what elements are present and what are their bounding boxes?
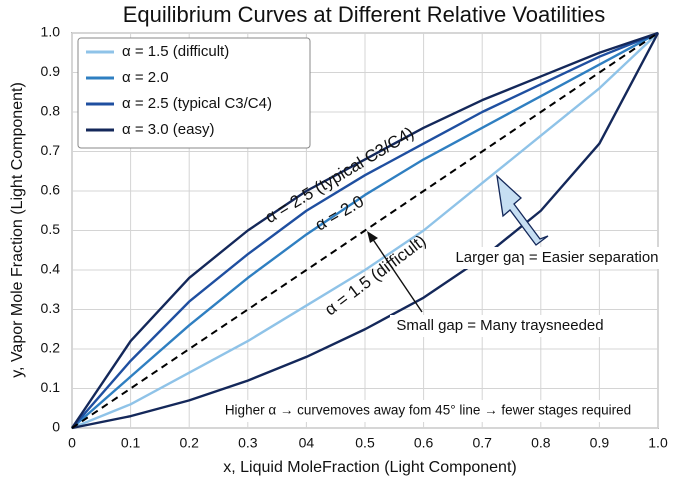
- x-tick-label: 0.8: [531, 435, 551, 451]
- arrow: [371, 237, 423, 313]
- annotation: α = 2.0: [312, 192, 367, 235]
- y-tick-label: 0.6: [41, 182, 61, 198]
- legend-label: α = 2.5 (typical C3/C4): [122, 95, 272, 112]
- x-tick-label: 0.3: [238, 435, 258, 451]
- x-tick-label: 0.1: [121, 435, 141, 451]
- series-line: [71, 31, 659, 429]
- x-tick-label: 0: [68, 435, 76, 451]
- series-line: [71, 32, 659, 430]
- series-line: [71, 31, 659, 429]
- series-line: [71, 32, 659, 429]
- y-tick-label: 0.9: [41, 63, 61, 79]
- legend-label: α = 2.0: [122, 69, 169, 86]
- y-tick-label: 0.7: [41, 142, 61, 158]
- y-tick-label: 0.2: [41, 340, 61, 356]
- y-tick-label: 1.0: [41, 24, 61, 40]
- annotation-bg: [200, 400, 656, 422]
- y-tick-label: 0.8: [41, 103, 61, 119]
- y-tick-label: 0.3: [41, 300, 61, 316]
- annotation: α = 1.5 (difficult): [321, 231, 429, 319]
- series-line: [71, 32, 660, 430]
- legend-label: α = 1.5 (difficult): [122, 43, 229, 60]
- x-tick-label: 0.6: [414, 435, 434, 451]
- annotation-bg: [390, 315, 610, 337]
- y-tick-label: 0.4: [41, 261, 61, 277]
- x-tick-label: 04: [299, 435, 315, 451]
- annotation: Larger gaɿ = Easier separation: [455, 249, 658, 266]
- legend-label: α = 3.0 (easy): [122, 121, 214, 138]
- arrow: [496, 174, 549, 246]
- x-tick-label: 1.0: [648, 435, 668, 451]
- x-axis-label: x, Liquid MoleFraction (Light Component): [223, 459, 516, 476]
- x-tick-label: 0.7: [472, 435, 492, 451]
- x-tick-label: 0.9: [590, 435, 610, 451]
- annotation-bg: [447, 247, 667, 269]
- y-axis-label: y, Vapor Mole Fraction (Light Component): [9, 82, 26, 378]
- chart-title: Equilibrium Curves at Different Relative…: [123, 2, 606, 27]
- annotation: Small gap = Many traysneeded: [396, 317, 603, 334]
- y-tick-label: 0.1: [41, 379, 61, 395]
- x-tick-label: 0.5: [355, 435, 375, 451]
- series-line: [71, 31, 659, 429]
- legend-box: [77, 37, 311, 149]
- x-tick-label: 0.2: [179, 435, 199, 451]
- y-tick-label: 0: [52, 419, 60, 435]
- annotation: Higher α → curvemoves away fom 45° line …: [225, 403, 631, 418]
- y-tick-label: 0.5: [41, 221, 61, 237]
- arrow-head: [367, 231, 378, 243]
